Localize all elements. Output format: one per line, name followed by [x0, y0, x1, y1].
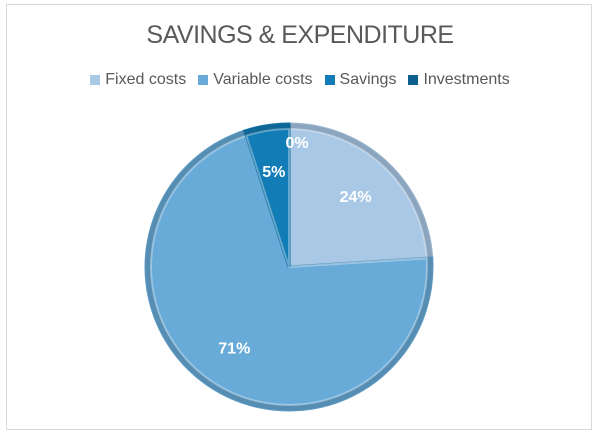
pie-rim: [145, 123, 433, 411]
legend-item-variable-costs: Variable costs: [198, 71, 313, 89]
legend-swatch-investments: [408, 75, 419, 85]
legend-item-savings: Savings: [324, 71, 397, 89]
legend-label-variable-costs: Variable costs: [213, 71, 313, 88]
legend-label-investments: Investments: [423, 71, 510, 88]
legend: Fixed costs Variable costs Savings Inves…: [7, 71, 593, 89]
legend-label-fixed-costs: Fixed costs: [105, 71, 187, 88]
legend-label-savings: Savings: [339, 71, 397, 88]
chart-frame: SAVINGS & EXPENDITURE Fixed costs Variab…: [6, 4, 592, 430]
legend-item-fixed-costs: Fixed costs: [90, 71, 186, 89]
legend-swatch-savings: [324, 75, 335, 85]
data-label-investments: 0%: [285, 135, 308, 152]
legend-swatch-variable-costs: [198, 75, 209, 85]
data-label-savings: 5%: [262, 164, 285, 181]
chart-title: SAVINGS & EXPENDITURE: [146, 21, 454, 49]
pie-slice-face-variable-costs: [150, 134, 428, 406]
legend-item-investments: Investments: [408, 71, 510, 89]
pie-slice-face-savings: [245, 127, 290, 268]
data-label-variable-costs: 71%: [218, 340, 250, 357]
pie-slice-face-fixed-costs: [288, 127, 428, 269]
pie-chart: 24% 71% 5%0%: [144, 122, 434, 412]
legend-swatch-fixed-costs: [90, 75, 101, 85]
data-label-fixed-costs: 24%: [340, 189, 372, 206]
